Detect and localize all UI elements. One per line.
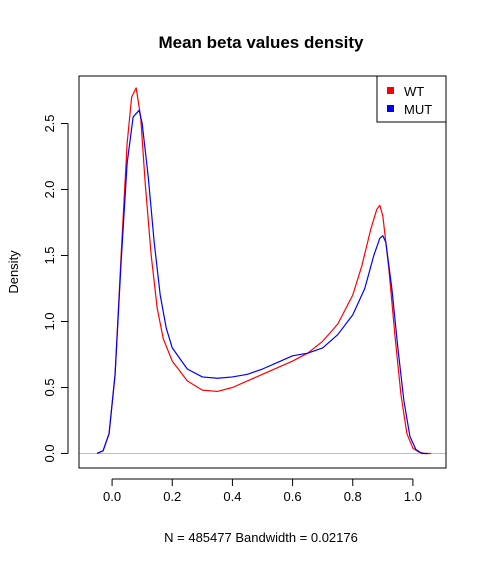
y-axis: 0.0 0.5 1.0 1.5 2.0 2.5 (42, 114, 69, 463)
y-tick-label: 0.0 (42, 444, 57, 462)
x-tick-label: 0.8 (344, 489, 362, 504)
x-axis-label: N = 485477 Bandwidth = 0.02176 (164, 530, 358, 545)
y-tick-label: 2.0 (42, 180, 57, 198)
y-tick-label: 1.0 (42, 312, 57, 330)
x-tick-label: 0.0 (103, 489, 121, 504)
y-tick-label: 0.5 (42, 378, 57, 396)
legend-swatch-wt (387, 87, 394, 94)
chart-title: Mean beta values density (158, 33, 364, 52)
y-axis-label: Density (6, 250, 21, 294)
series-line-mut (96, 109, 428, 455)
series-line-wt (96, 87, 431, 455)
x-tick-label: 0.4 (223, 489, 241, 504)
legend-box (376, 75, 447, 123)
x-axis: 0.0 0.2 0.4 0.6 0.8 1.0 (103, 478, 422, 504)
x-tick-label: 1.0 (404, 489, 422, 504)
x-tick-label: 0.2 (163, 489, 181, 504)
legend: WT MUT (376, 75, 447, 123)
y-tick-label: 2.5 (42, 114, 57, 132)
legend-label-wt: WT (404, 84, 424, 99)
plot-area (79, 87, 446, 455)
x-tick-label: 0.6 (284, 489, 302, 504)
plot-frame (78, 75, 447, 469)
legend-swatch-mut (387, 105, 394, 112)
y-tick-label: 1.5 (42, 246, 57, 264)
legend-label-mut: MUT (404, 102, 432, 117)
